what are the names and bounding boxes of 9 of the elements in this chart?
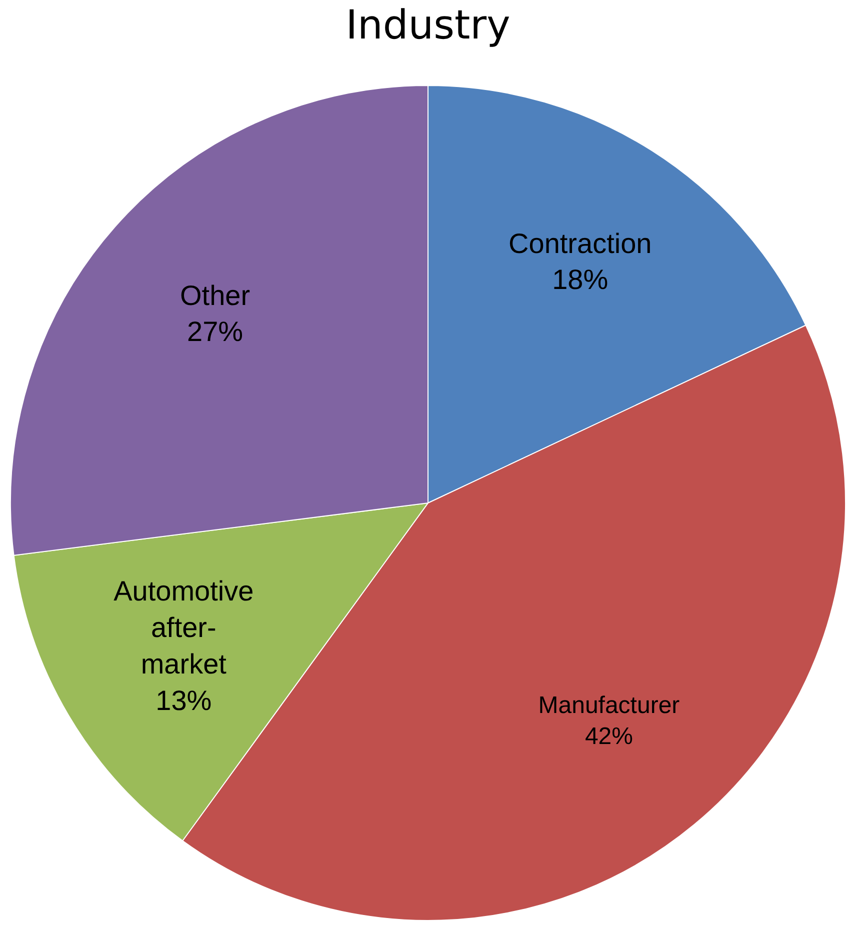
slice-label: Manufacturer [538,692,680,719]
data-label: 18% [552,264,608,296]
chart-title: Industry [346,2,510,48]
data-label: 42% [584,722,633,750]
slice-label: Other [180,280,250,311]
slice-label: Automotive after-market [114,576,254,680]
slice-label: Contraction [508,228,652,259]
data-label: 13% [156,684,212,716]
data-label: 27% [187,316,244,348]
